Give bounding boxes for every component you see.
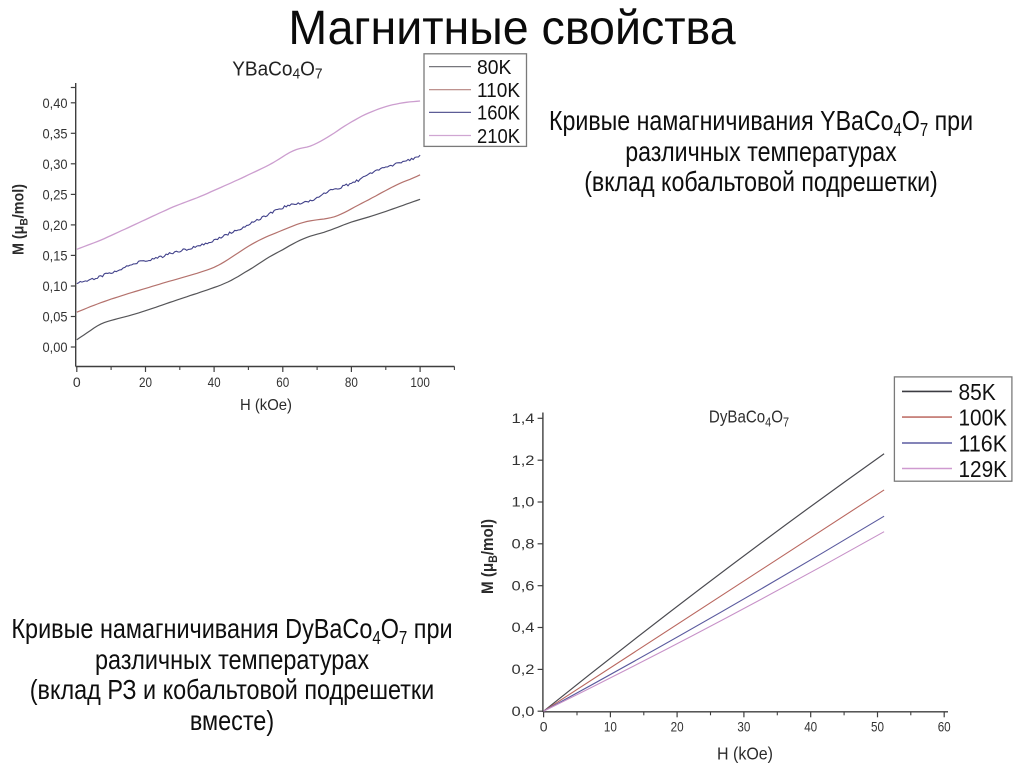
svg-text:10: 10 (604, 719, 617, 735)
svg-text:40: 40 (804, 719, 817, 735)
svg-text:0,15: 0,15 (43, 248, 68, 263)
svg-text:0,40: 0,40 (43, 96, 68, 111)
svg-text:160K: 160K (477, 102, 520, 125)
svg-text:0,6: 0,6 (512, 578, 535, 593)
svg-text:0,10: 0,10 (43, 279, 68, 294)
svg-text:H (kOe): H (kOe) (717, 744, 773, 764)
svg-text:H (kOe): H (kOe) (240, 397, 292, 414)
svg-text:20: 20 (671, 719, 684, 735)
svg-text:60: 60 (938, 719, 951, 735)
svg-text:0,0: 0,0 (512, 704, 535, 719)
svg-text:0,25: 0,25 (43, 187, 68, 202)
svg-text:60: 60 (276, 374, 289, 390)
svg-text:M (μB/mol): M (μB/mol) (11, 184, 31, 255)
svg-text:30: 30 (737, 719, 750, 735)
svg-text:1,2: 1,2 (512, 453, 535, 468)
svg-text:210K: 210K (477, 125, 520, 148)
svg-text:0,35: 0,35 (43, 126, 68, 141)
svg-text:110K: 110K (477, 79, 520, 102)
svg-text:0,20: 0,20 (43, 218, 68, 233)
svg-text:20: 20 (139, 374, 152, 390)
svg-text:0,2: 0,2 (512, 662, 535, 677)
svg-text:100K: 100K (959, 405, 1008, 431)
svg-text:YBaCo4O7: YBaCo4O7 (232, 58, 322, 82)
svg-text:0,4: 0,4 (512, 620, 536, 635)
svg-text:1,0: 1,0 (512, 495, 535, 510)
svg-text:116K: 116K (959, 430, 1008, 456)
svg-text:0: 0 (73, 374, 81, 390)
svg-text:DyBaCo4O7: DyBaCo4O7 (709, 406, 789, 429)
svg-text:100: 100 (410, 374, 430, 390)
svg-text:50: 50 (871, 719, 884, 735)
svg-text:M (μB/mol): M (μB/mol) (478, 519, 500, 594)
svg-text:0,05: 0,05 (43, 310, 68, 325)
svg-text:0,00: 0,00 (43, 340, 68, 355)
svg-text:80K: 80K (477, 56, 512, 79)
svg-text:80: 80 (345, 374, 358, 390)
svg-text:129K: 129K (959, 456, 1008, 482)
svg-text:40: 40 (208, 374, 221, 390)
svg-text:1,4: 1,4 (512, 411, 536, 426)
svg-text:85K: 85K (959, 379, 997, 405)
svg-text:0,8: 0,8 (512, 536, 535, 551)
svg-text:0: 0 (540, 719, 548, 735)
svg-text:0,30: 0,30 (43, 157, 68, 172)
